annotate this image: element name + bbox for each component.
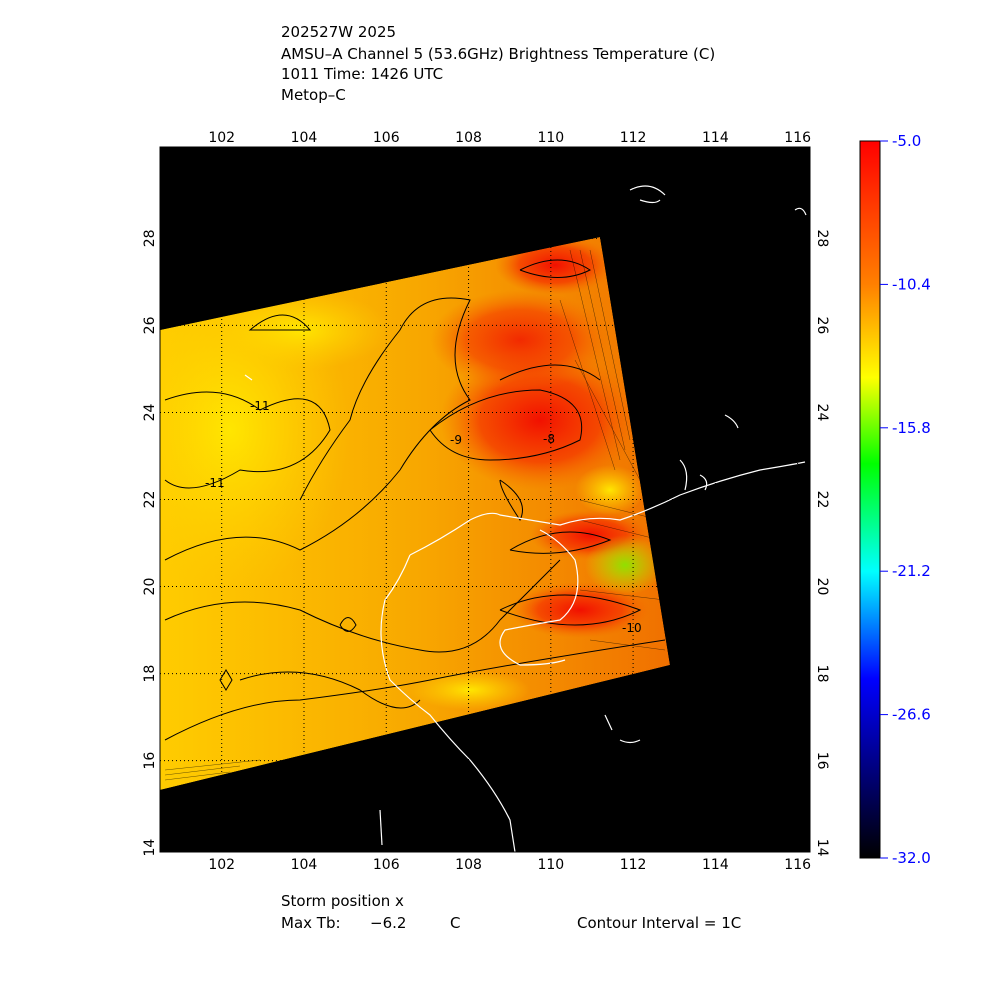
contour-label: -10 bbox=[622, 621, 642, 635]
x-tick-label-bottom: 114 bbox=[702, 857, 729, 873]
y-tick-label-right: 18 bbox=[814, 665, 830, 683]
contour-label: -11 bbox=[250, 399, 270, 413]
brightness-temperature-field: -11 -11 -9 -8 -10 bbox=[160, 237, 670, 790]
x-tick-label-bottom: 108 bbox=[455, 857, 482, 873]
colorbar bbox=[859, 140, 881, 859]
y-tick-label-left: 14 bbox=[142, 839, 158, 857]
coastline bbox=[244, 185, 807, 852]
y-tick-label-left: 16 bbox=[142, 752, 158, 770]
storm-position-label: Storm position x bbox=[281, 892, 404, 910]
max-tb-label: Max Tb: bbox=[281, 914, 341, 932]
max-tb-unit: C bbox=[450, 914, 461, 932]
y-tick-label-left: 24 bbox=[142, 403, 158, 421]
x-tick-label-top: 106 bbox=[373, 130, 400, 146]
x-tick-label-bottom: 106 bbox=[373, 857, 400, 873]
y-tick-label-left: 18 bbox=[142, 665, 158, 683]
contour-label: -8 bbox=[543, 432, 555, 446]
y-tick-label-right: 22 bbox=[814, 491, 830, 509]
y-tick-label-right: 16 bbox=[814, 752, 830, 770]
y-tick-label-left: 20 bbox=[142, 578, 158, 596]
colorbar-tick-label: -21.2 bbox=[892, 562, 931, 580]
max-tb-value: −6.2 bbox=[370, 914, 407, 932]
time-label: 1011 Time: 1426 UTC bbox=[281, 65, 444, 83]
contour-label: -9 bbox=[450, 433, 462, 447]
satellite-label: Metop–C bbox=[281, 86, 346, 104]
y-tick-label-right: 28 bbox=[814, 229, 830, 247]
x-tick-label-bottom: 112 bbox=[620, 857, 647, 873]
y-tick-label-left: 22 bbox=[142, 491, 158, 509]
grid-lines bbox=[160, 147, 810, 852]
dense-contour-hatching bbox=[164, 249, 666, 781]
colorbar-tick-label: -10.4 bbox=[892, 275, 931, 293]
x-tick-label-bottom: 102 bbox=[208, 857, 235, 873]
plot-frame bbox=[159, 146, 811, 853]
contour-lines bbox=[164, 259, 666, 741]
y-tick-label-left: 26 bbox=[142, 316, 158, 334]
x-tick-label-bottom: 116 bbox=[784, 857, 811, 873]
colorbar-tick-label: -32.0 bbox=[892, 849, 931, 867]
contour-label: -11 bbox=[205, 476, 225, 490]
x-tick-label-top: 112 bbox=[620, 130, 647, 146]
x-tick-label-top: 102 bbox=[208, 130, 235, 146]
product-title: AMSU–A Channel 5 (53.6GHz) Brightness Te… bbox=[281, 45, 716, 63]
storm-id: 202527W 2025 bbox=[281, 23, 397, 41]
x-tick-label-top: 116 bbox=[784, 130, 811, 146]
colorbar-tick-label: -26.6 bbox=[892, 706, 931, 724]
x-tick-label-top: 114 bbox=[702, 130, 729, 146]
colorbar-tick-label: -15.8 bbox=[892, 419, 931, 437]
y-tick-label-right: 20 bbox=[814, 578, 830, 596]
x-tick-label-bottom: 104 bbox=[291, 857, 318, 873]
colorbar-tick-label: -5.0 bbox=[892, 132, 921, 150]
y-tick-label-right: 26 bbox=[814, 317, 830, 335]
y-tick-label-right: 24 bbox=[814, 404, 830, 422]
x-tick-label-bottom: 110 bbox=[537, 857, 564, 873]
contour-interval: Contour Interval = 1C bbox=[577, 914, 742, 932]
y-tick-label-left: 28 bbox=[142, 229, 158, 247]
x-tick-label-top: 110 bbox=[537, 130, 564, 146]
y-tick-label-right: 14 bbox=[814, 839, 830, 857]
x-tick-label-top: 104 bbox=[291, 130, 318, 146]
x-tick-label-top: 108 bbox=[455, 130, 482, 146]
